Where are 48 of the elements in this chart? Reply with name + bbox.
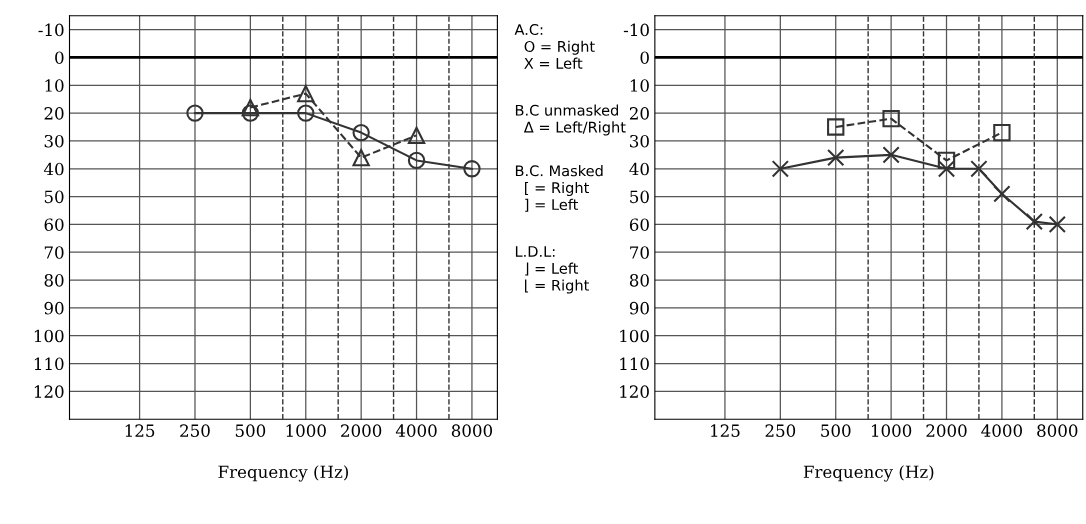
y-tick-label: 80 [44,274,64,287]
y-tick-label: -10 [623,23,649,37]
y-tick-label: -10 [38,23,64,37]
y-tick-label: 10 [630,79,649,92]
y-tick-label: 20 [44,107,64,120]
y-tick-label: 100 [34,329,64,343]
y-tick-label: 70 [630,246,649,259]
y-tick-label: 30 [44,134,64,148]
x-tick-label: 2000 [926,424,967,437]
y-tick-label: 110 [620,357,649,371]
x-tick-label: 250 [765,424,796,437]
x-axis-title: Frequency (Hz) [218,465,349,482]
x-tick-label: 1000 [871,424,912,437]
y-tick-label: 120 [620,385,649,398]
x-tick-label: 125 [125,424,155,437]
x-tick-label: 4000 [981,424,1022,437]
y-tick-label: 120 [34,385,64,398]
x-axis-title: Frequency (Hz) [803,465,934,482]
y-tick-label: 50 [44,190,64,204]
y-tick-label: 90 [44,301,64,315]
x-tick-label: 500 [235,424,266,437]
y-tick-label: 20 [629,107,649,120]
x-tick-label: 125 [711,424,740,437]
text: L.D.L: ⌋ = Left ⌊ = Right [515,246,590,294]
y-tick-label: 110 [34,357,64,371]
y-tick-label: 30 [630,134,649,148]
x-tick-label: 4000 [395,424,437,437]
x-tick-label: 500 [821,424,851,437]
y-tick-label: 60 [44,218,64,231]
y-tick-label: 0 [55,51,64,65]
x-tick-label: 2000 [341,424,382,437]
text: B.C. Masked [ = Right ] = Left [515,165,603,212]
y-tick-label: 70 [44,246,64,259]
y-tick-label: 40 [43,162,64,176]
y-tick-label: 90 [629,301,649,315]
y-tick-label: 10 [45,79,64,92]
y-tick-label: 60 [629,218,649,231]
y-tick-label: 50 [630,190,649,204]
x-tick-label: 8000 [1037,424,1078,437]
y-tick-label: 100 [620,329,649,343]
x-tick-label: 1000 [286,424,326,437]
text: A.C: O = Right X = Left [514,24,595,69]
y-tick-label: 80 [629,274,649,287]
y-tick-label: 40 [629,162,649,176]
text: B.C unmasked Δ = Left/Right [515,104,626,136]
x-tick-label: 8000 [451,424,493,437]
y-tick-label: 0 [640,51,649,65]
x-tick-label: 250 [180,424,210,437]
